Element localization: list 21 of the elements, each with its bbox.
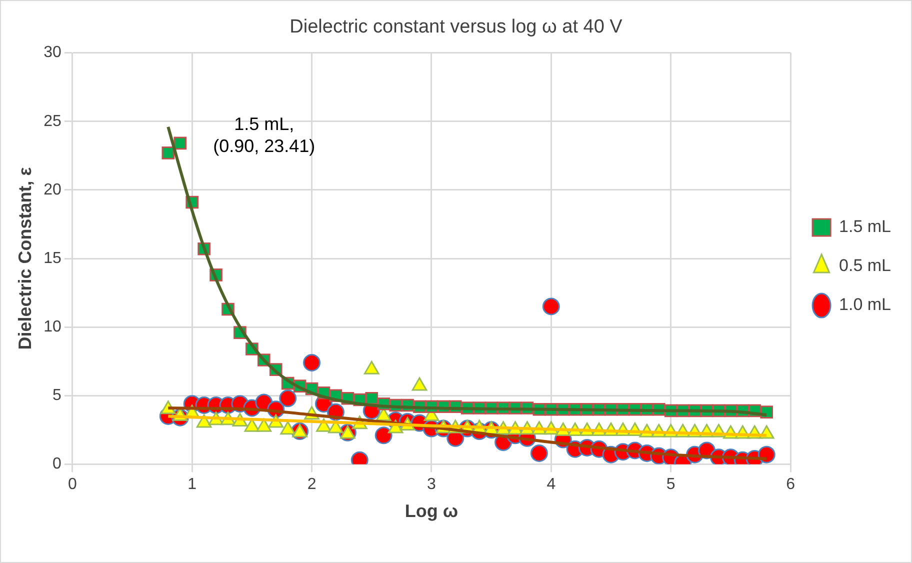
x-axis-title: Log ω [404, 501, 458, 522]
x-tick-label: 0 [68, 476, 77, 494]
x-tick-label: 6 [786, 476, 796, 494]
y-tick-label: 0 [52, 456, 62, 473]
y-tick-label: 25 [44, 112, 62, 130]
y-tick-label: 10 [44, 318, 62, 336]
legend-label: 1.0 mL [839, 295, 892, 314]
x-tick-label: 1 [188, 476, 197, 494]
legend-label: 1.5 mL [839, 217, 892, 236]
y-tick-label: 20 [44, 181, 62, 198]
y-tick-label: 15 [44, 250, 62, 267]
chart-title: Dielectric constant versus log ω at 40 V [290, 16, 623, 38]
legend-label: 0.5 mL [839, 256, 892, 276]
y-axis-title: Dielectric Constant, ε [14, 166, 35, 350]
x-tick-label: 2 [307, 476, 316, 494]
x-tick-label: 3 [427, 476, 436, 494]
x-tick-label: 5 [666, 476, 676, 494]
y-tick-label: 30 [44, 44, 62, 62]
y-tick-label: 5 [52, 387, 62, 404]
x-tick-label: 4 [546, 476, 556, 494]
annotation: 1.5 mL, (0.90, 23.41) [213, 114, 316, 156]
